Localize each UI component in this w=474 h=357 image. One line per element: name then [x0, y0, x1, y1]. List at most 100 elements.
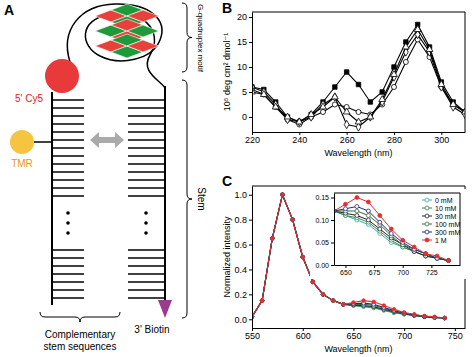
tick: 700 [397, 265, 409, 276]
series-marker [423, 315, 427, 319]
tick: 280 [387, 132, 402, 145]
series-marker [291, 218, 295, 222]
panel-label: C [222, 173, 232, 189]
series-marker [462, 108, 465, 114]
tick: 600 [296, 328, 311, 341]
tick: 0.10 [315, 217, 334, 224]
tick-mark [331, 198, 334, 199]
tick: 300 [434, 132, 449, 145]
base-pair [52, 249, 84, 251]
ellipsis-dot [144, 221, 148, 225]
series-marker [379, 96, 386, 102]
base-pair [52, 99, 84, 101]
series-marker [443, 316, 447, 320]
series-marker [320, 103, 327, 109]
tick: 240 [292, 132, 307, 145]
tick-label: 280 [387, 135, 402, 145]
series-marker [382, 304, 386, 308]
strand [164, 86, 166, 300]
tmr-label: TMR [11, 158, 33, 169]
series-marker [281, 193, 285, 197]
series-marker [291, 218, 295, 222]
series-marker [366, 218, 370, 222]
series-marker [447, 259, 451, 263]
x-axis-title: Wavelength (nm) [324, 344, 392, 354]
series-marker [311, 280, 315, 284]
series-marker [271, 237, 275, 241]
series-line [334, 211, 449, 261]
base-pair [128, 99, 165, 101]
tick: 5 [242, 87, 252, 97]
tetrad-base [127, 10, 159, 22]
series-marker [423, 314, 427, 318]
series-marker [380, 90, 384, 94]
tick: 0.8 [234, 215, 252, 225]
series-marker [355, 205, 359, 209]
tick: 700 [397, 328, 412, 341]
series-marker [372, 300, 376, 304]
tick-label: 1.0 [234, 190, 247, 200]
ellipsis-dot [66, 231, 70, 235]
series-marker [271, 237, 275, 241]
series-marker [260, 299, 264, 303]
series-line [334, 207, 449, 261]
double-arrow [90, 132, 124, 148]
tick-mark [374, 265, 375, 268]
base-pair [52, 139, 84, 141]
tmr-dye [10, 130, 34, 154]
series-marker [392, 65, 396, 69]
series-marker [433, 316, 437, 320]
tick-mark [249, 67, 252, 68]
tick-mark [249, 92, 252, 93]
legend-marker [425, 198, 429, 202]
tick-label: 20 [237, 12, 247, 22]
series-line [252, 30, 465, 123]
series-marker [291, 218, 295, 222]
base-pair [128, 155, 165, 157]
series-marker [447, 259, 451, 263]
legend-marker [425, 214, 429, 218]
series-marker [260, 299, 264, 303]
series-marker [355, 214, 359, 218]
series-marker [424, 252, 428, 256]
series-marker [433, 316, 437, 320]
legend-label: 10 mM [435, 205, 457, 212]
tick: 650 [346, 328, 361, 341]
series-marker [321, 293, 325, 297]
legend-label: 1 M [435, 237, 447, 244]
ellipsis-dot [144, 231, 148, 235]
series-marker [321, 293, 325, 297]
tick-label: 0.05 [315, 239, 329, 246]
series-line [334, 198, 449, 261]
series-marker [435, 254, 439, 258]
series-marker [356, 82, 360, 86]
series-marker [291, 218, 295, 222]
base-pair [52, 289, 84, 291]
series-marker [443, 316, 447, 320]
chart: 22024026028030005101520BWavelength (nm)1… [222, 0, 468, 158]
legend: 0 mM10 mM30 mM100 mM300 mM1 M [422, 197, 460, 244]
tick: 550 [245, 328, 260, 341]
tick-mark [249, 245, 252, 246]
complementary-label: Complementary [45, 329, 116, 340]
series-marker [344, 120, 349, 128]
y-axis: 0.00.20.40.60.81.0 [234, 187, 252, 329]
base-pair [52, 123, 84, 125]
series-marker [426, 46, 433, 52]
tick: 0.05 [315, 239, 334, 246]
series-marker [423, 315, 427, 319]
tick-label: 240 [292, 135, 307, 145]
tick: 10 [237, 62, 252, 72]
series-line [252, 35, 465, 128]
chart: 5506006507007500.00.20.40.60.81.0CWavele… [222, 173, 466, 354]
legend-marker [425, 206, 429, 210]
series-marker [443, 316, 447, 320]
ellipsis-dot [66, 211, 70, 215]
ellipsis-dot [144, 211, 148, 215]
base-pair [52, 107, 84, 109]
series-marker [331, 299, 335, 303]
series-marker [331, 299, 335, 303]
legend-label: 100 mM [435, 221, 460, 228]
tick: 15 [237, 37, 252, 47]
series-marker [342, 303, 346, 307]
